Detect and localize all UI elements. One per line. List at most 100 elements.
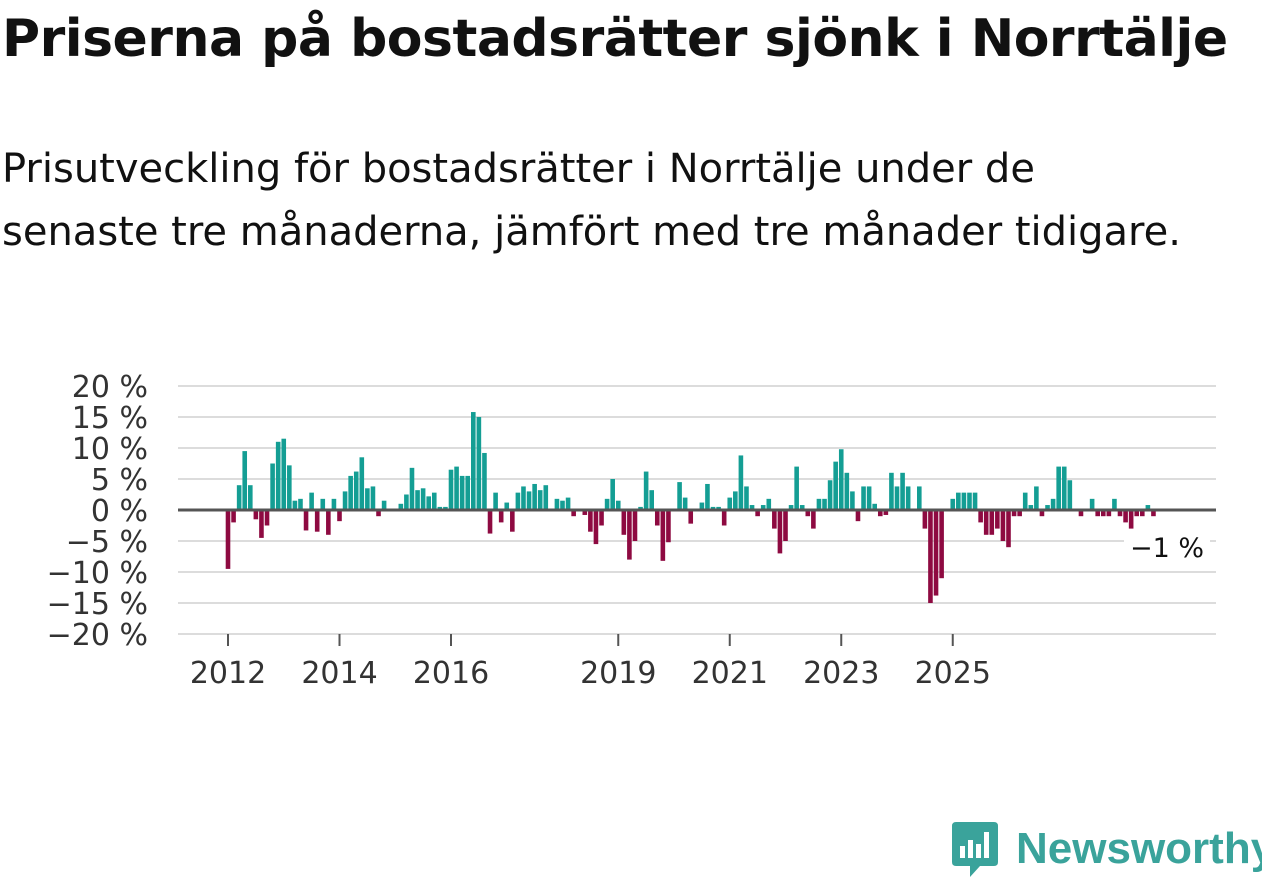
bar	[727, 497, 733, 510]
bar	[883, 510, 889, 515]
chart-subtitle: Prisutveckling för bostadsrätter i Norrt…	[2, 146, 1181, 255]
bar	[242, 451, 248, 510]
bar	[1056, 466, 1061, 510]
bar	[917, 486, 922, 510]
bar	[755, 510, 760, 517]
bar	[627, 510, 632, 560]
bar	[465, 475, 471, 510]
bar	[660, 510, 666, 561]
bar	[303, 510, 309, 531]
bar	[905, 486, 911, 510]
bar	[1045, 505, 1050, 510]
bar	[448, 469, 454, 510]
bar	[749, 505, 755, 510]
bar	[1140, 510, 1145, 517]
bar	[716, 506, 721, 510]
bar	[733, 491, 738, 510]
bar	[398, 503, 404, 510]
bar	[688, 510, 694, 524]
bar	[978, 510, 983, 523]
y-tick-label: 5 %	[91, 463, 148, 498]
bar	[309, 492, 314, 510]
bar	[543, 485, 549, 510]
bar	[281, 438, 287, 510]
bar	[359, 457, 365, 510]
bar	[353, 471, 359, 510]
bar	[710, 506, 716, 510]
bar	[638, 506, 643, 510]
bar	[532, 483, 537, 510]
bar	[961, 492, 967, 510]
bar	[565, 497, 571, 510]
bar	[877, 510, 883, 517]
x-tick-label: 2023	[803, 656, 879, 691]
bar	[515, 492, 521, 510]
x-tick-label: 2019	[580, 656, 656, 691]
bar	[560, 500, 565, 510]
bar	[593, 510, 599, 545]
bar	[1106, 510, 1112, 517]
bar	[526, 491, 532, 510]
brand-name: Newsworthy	[1016, 824, 1262, 873]
bar	[1134, 510, 1140, 517]
bar	[298, 498, 303, 510]
bar	[415, 490, 420, 510]
bar	[348, 475, 353, 510]
bar	[889, 472, 894, 510]
x-tick-label: 2012	[190, 656, 266, 691]
bar	[799, 505, 805, 510]
bar	[967, 492, 972, 510]
bar	[437, 506, 443, 510]
newsworthy-logo-icon	[952, 822, 998, 877]
bar	[872, 503, 877, 510]
bar	[331, 498, 337, 510]
bar	[342, 491, 348, 510]
y-tick-label: 15 %	[72, 401, 148, 436]
y-axis-tick-labels: 20 %15 %10 %5 %0 %−5 %−10 %−15 %−20 %	[47, 370, 148, 653]
bar	[833, 461, 838, 510]
annotations: −1 %	[1124, 533, 1210, 566]
bar	[521, 486, 526, 510]
bar	[855, 510, 861, 522]
bar	[900, 472, 905, 510]
bar	[471, 412, 476, 510]
bar	[649, 490, 654, 510]
bar	[995, 510, 1000, 529]
x-axis-ticks: 2012 2014 2016 2019 2021 2023 2025	[190, 634, 991, 691]
newsworthy-logo: Newsworthy	[950, 820, 1262, 878]
label-backdrop	[1124, 535, 1210, 566]
bar	[760, 505, 766, 510]
bar	[236, 485, 242, 510]
bar	[983, 510, 989, 535]
bar	[275, 441, 281, 510]
bar	[956, 492, 961, 510]
bar	[744, 486, 749, 510]
bar	[666, 510, 671, 543]
bar	[1123, 510, 1128, 523]
x-tick-label: 2014	[301, 656, 377, 691]
bar	[939, 510, 944, 579]
bar	[588, 510, 593, 532]
bar	[493, 492, 498, 510]
bar	[248, 485, 253, 510]
bar	[225, 510, 231, 569]
last-value-label: −1 %	[1130, 533, 1204, 564]
bar	[621, 510, 627, 535]
bar	[783, 510, 788, 541]
y-tick-label: −5 %	[66, 525, 148, 560]
bar	[772, 510, 777, 529]
bar	[454, 466, 459, 510]
y-tick-label: 0 %	[91, 494, 148, 529]
bar	[721, 510, 727, 526]
bar	[989, 510, 995, 535]
bar	[426, 496, 431, 510]
bar	[738, 455, 744, 510]
bar	[292, 500, 298, 510]
bar	[337, 510, 342, 522]
bar	[1011, 510, 1017, 517]
bar	[866, 486, 872, 510]
bar	[788, 505, 794, 510]
bar	[1000, 510, 1006, 541]
bar	[632, 510, 638, 541]
bar	[1006, 510, 1011, 548]
